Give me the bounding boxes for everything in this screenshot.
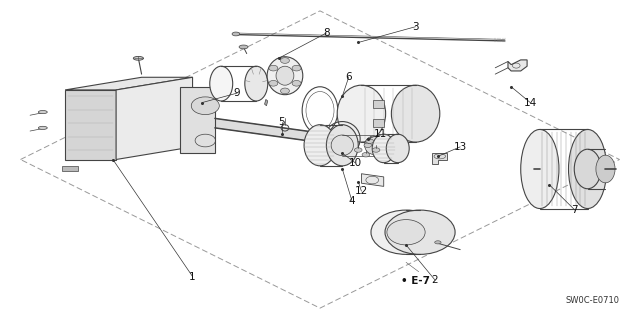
Ellipse shape [38, 110, 47, 114]
Ellipse shape [326, 125, 358, 166]
Text: 13: 13 [454, 142, 467, 152]
Ellipse shape [239, 45, 248, 49]
Text: 8: 8 [323, 28, 330, 38]
Ellipse shape [133, 56, 143, 60]
Ellipse shape [355, 148, 362, 152]
Ellipse shape [276, 66, 294, 85]
Ellipse shape [331, 135, 353, 156]
Text: SW0C-E0710: SW0C-E0710 [566, 296, 620, 305]
Polygon shape [116, 77, 193, 160]
Ellipse shape [521, 130, 559, 209]
Text: 1: 1 [189, 271, 196, 281]
Text: 5: 5 [278, 116, 285, 127]
Text: 12: 12 [355, 186, 368, 196]
Ellipse shape [574, 149, 601, 189]
Text: 7: 7 [572, 205, 578, 215]
Ellipse shape [267, 57, 303, 95]
Ellipse shape [304, 125, 336, 166]
Text: 10: 10 [349, 158, 362, 168]
Text: 11: 11 [374, 129, 387, 139]
Ellipse shape [387, 219, 425, 245]
Polygon shape [362, 174, 384, 186]
Ellipse shape [365, 136, 384, 154]
Ellipse shape [364, 143, 372, 147]
Ellipse shape [392, 85, 440, 142]
Polygon shape [215, 118, 352, 147]
Polygon shape [431, 153, 447, 164]
Ellipse shape [372, 134, 395, 163]
Ellipse shape [269, 80, 278, 86]
Ellipse shape [568, 130, 607, 209]
Polygon shape [508, 60, 527, 71]
Ellipse shape [362, 152, 370, 157]
Text: 4: 4 [349, 196, 355, 206]
Ellipse shape [366, 139, 374, 143]
Polygon shape [373, 119, 385, 127]
Ellipse shape [435, 241, 441, 244]
Ellipse shape [38, 126, 47, 130]
Polygon shape [373, 100, 385, 108]
Ellipse shape [191, 97, 220, 115]
Ellipse shape [372, 148, 380, 152]
Ellipse shape [371, 210, 441, 254]
Ellipse shape [385, 210, 455, 254]
Ellipse shape [387, 134, 409, 163]
Ellipse shape [269, 65, 278, 71]
Ellipse shape [280, 88, 289, 94]
Ellipse shape [596, 155, 615, 183]
Ellipse shape [292, 80, 301, 86]
Ellipse shape [280, 58, 289, 63]
Text: 2: 2 [431, 275, 438, 285]
Ellipse shape [245, 66, 268, 101]
Text: 14: 14 [524, 98, 537, 108]
Text: 6: 6 [346, 72, 352, 82]
Polygon shape [180, 87, 215, 153]
Polygon shape [65, 90, 116, 160]
Text: • E-7: • E-7 [401, 276, 430, 286]
Ellipse shape [210, 66, 233, 101]
Text: 3: 3 [412, 22, 419, 32]
Polygon shape [62, 166, 78, 171]
Text: 9: 9 [234, 88, 241, 98]
Polygon shape [264, 100, 268, 106]
Ellipse shape [337, 85, 386, 142]
Ellipse shape [292, 65, 301, 71]
Polygon shape [65, 77, 193, 90]
Ellipse shape [232, 32, 240, 36]
